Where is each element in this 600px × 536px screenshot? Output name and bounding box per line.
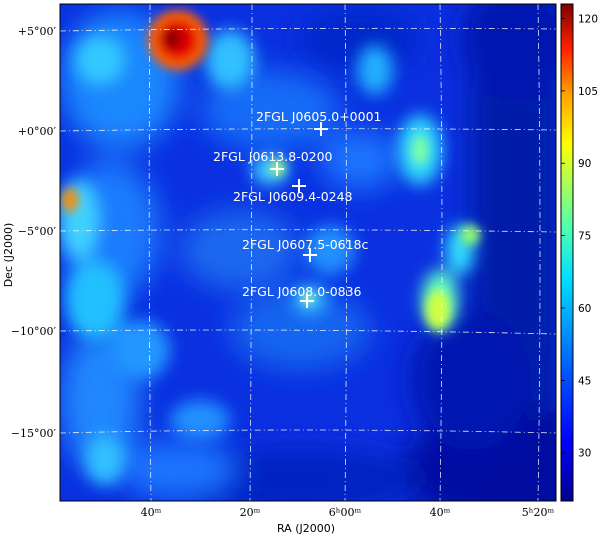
y-axis: +5°00′ +0°00′ −5°00′ −10°00′ −15°00′ Dec… xyxy=(2,25,56,440)
colorbar-tick-label: 105 xyxy=(578,86,598,98)
y-tick-label: −15°00′ xyxy=(11,427,57,440)
skymap-image xyxy=(60,4,556,501)
source-marker-2 xyxy=(270,162,284,176)
source-label-1: 2FGL J0605.0+0001 xyxy=(256,109,381,124)
colorbar-tick-label: 90 xyxy=(578,158,591,170)
x-tick-label: 20ᵐ xyxy=(240,506,261,519)
coordinate-grid xyxy=(60,4,556,501)
source-label-2: 2FGL J0613.8-0200 xyxy=(213,149,333,164)
y-tick-label: +5°00′ xyxy=(18,25,57,38)
colorbar: 120 105 90 75 60 45 30 xyxy=(560,3,598,502)
source-labels: 2FGL J0605.0+0001 2FGL J0613.8-0200 2FGL… xyxy=(213,109,381,299)
source-label-4: 2FGL J0607.5-0618c xyxy=(242,237,369,252)
source-label-3: 2FGL J0609.4-0248 xyxy=(233,189,353,204)
source-marker-3 xyxy=(292,179,306,193)
x-axis-title: RA (J2000) xyxy=(277,522,335,535)
x-axis: 40ᵐ 20ᵐ 6ʰ00ᵐ 40ᵐ 5ʰ20ᵐ RA (J2000) xyxy=(141,506,555,535)
colorbar-gradient xyxy=(560,3,574,502)
y-tick-label: −5°00′ xyxy=(18,225,57,238)
colorbar-tick-label: 120 xyxy=(578,13,598,25)
y-tick-label: −10°00′ xyxy=(11,325,57,338)
colorbar-tick-label: 45 xyxy=(578,375,591,387)
colorbar-tick-label: 30 xyxy=(578,448,591,460)
source-marker-4 xyxy=(303,248,317,262)
source-marker-5 xyxy=(300,294,314,308)
x-tick-label: 5ʰ20ᵐ xyxy=(522,506,555,519)
colorbar-tick-label: 75 xyxy=(578,231,591,243)
y-axis-title: Dec (J2000) xyxy=(2,223,15,288)
colorbar-tick-label: 60 xyxy=(578,303,591,315)
y-tick-label: +0°00′ xyxy=(18,125,57,138)
plot-frame xyxy=(59,3,557,502)
x-tick-label: 6ʰ00ᵐ xyxy=(329,506,362,519)
source-label-5: 2FGL J0608.0-0836 xyxy=(242,284,362,299)
source-markers xyxy=(270,122,328,308)
source-marker-1 xyxy=(314,122,328,136)
x-tick-label: 40ᵐ xyxy=(141,506,162,519)
x-tick-label: 40ᵐ xyxy=(430,506,451,519)
